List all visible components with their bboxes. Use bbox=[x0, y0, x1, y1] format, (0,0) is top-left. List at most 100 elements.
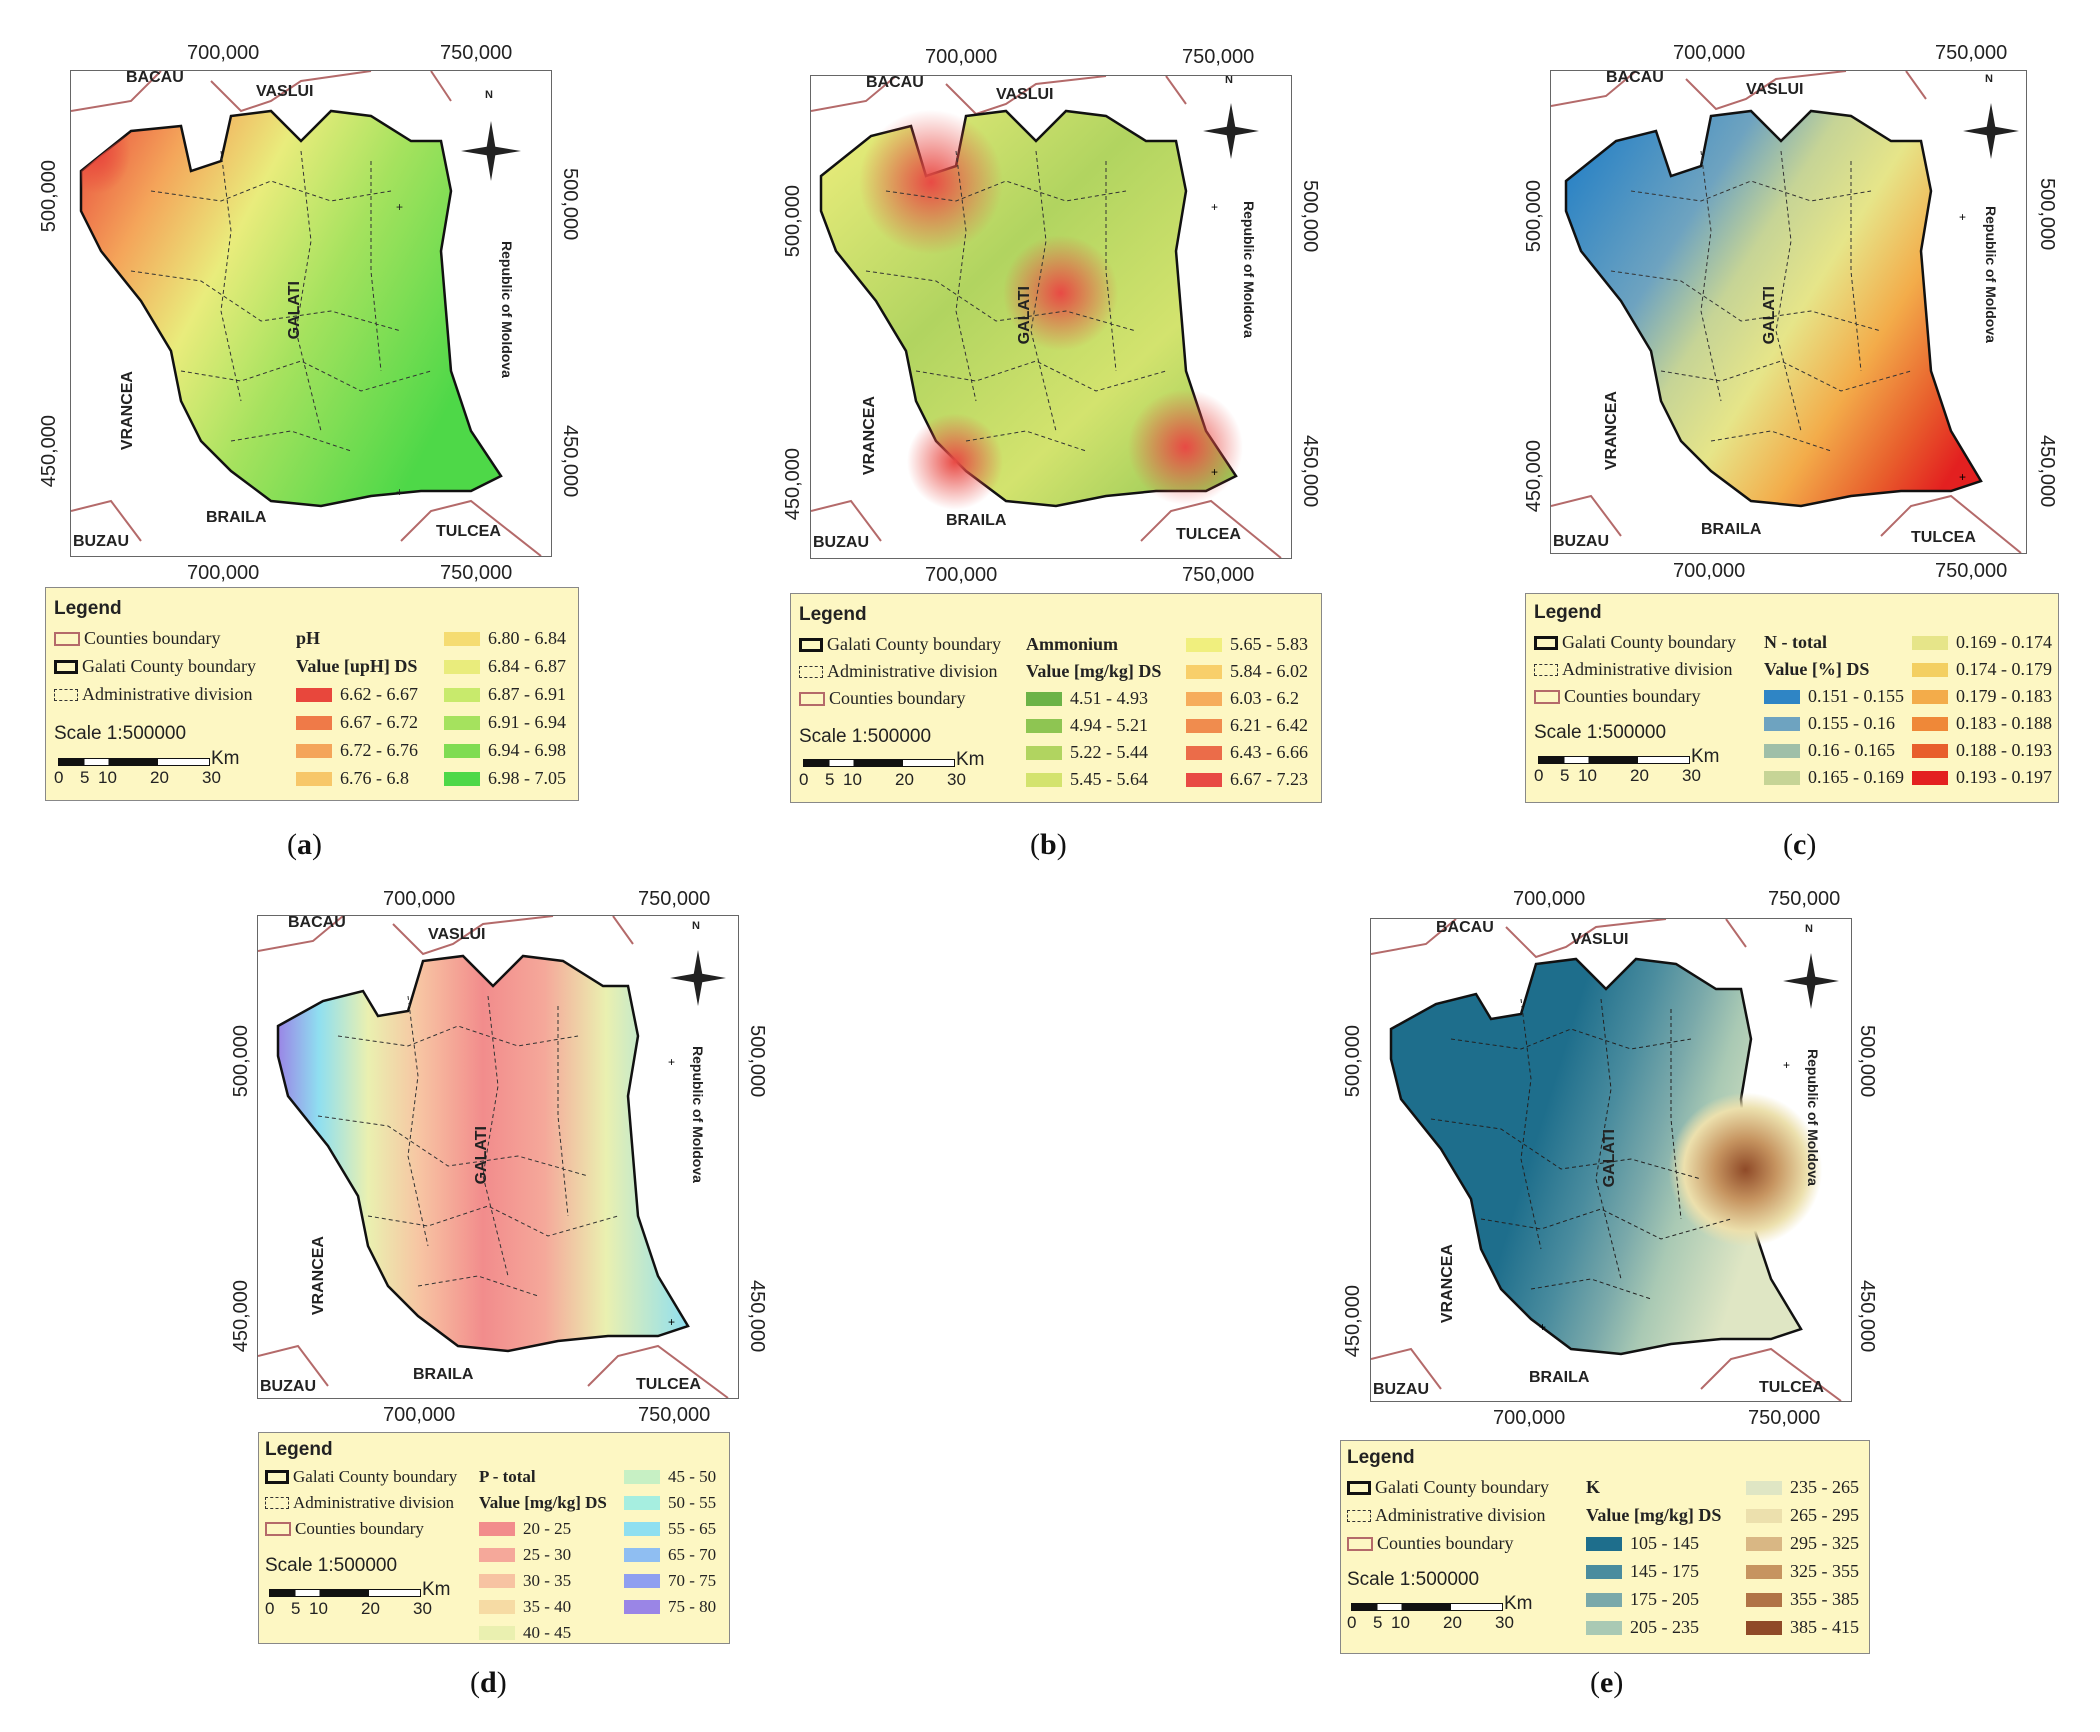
legend-color-swatch bbox=[1026, 772, 1062, 787]
legend-class-item: 235 - 265 bbox=[1746, 1477, 1859, 1498]
legend-color-swatch bbox=[1912, 770, 1948, 785]
label-galati: GALATI bbox=[1016, 286, 1033, 345]
svg-text:+: + bbox=[1959, 470, 1966, 484]
tick-y-left-450000: 450,000 bbox=[38, 415, 60, 488]
legend-class-range: 6.43 - 6.66 bbox=[1230, 742, 1308, 762]
legend-title: Legend bbox=[1534, 602, 1602, 623]
label-vrancea: VRANCEA bbox=[861, 396, 878, 476]
tick-y-left-450000: 450,000 bbox=[230, 1280, 252, 1353]
label-vaslui: VASLUI bbox=[256, 83, 314, 100]
label-galati: GALATI bbox=[286, 281, 303, 340]
label-tulcea: TULCEA bbox=[1759, 1379, 1824, 1396]
legend-class-item: 75 - 80 bbox=[624, 1597, 716, 1617]
label-moldova: Republic of Moldova bbox=[1805, 1049, 1821, 1186]
legend-class-item: 4.94 - 5.21 bbox=[1026, 715, 1148, 736]
legend-color-swatch bbox=[1186, 772, 1222, 787]
legend-color-swatch bbox=[444, 715, 480, 730]
svg-text:+: + bbox=[668, 1055, 675, 1069]
legend-class-item: 0.183 - 0.188 bbox=[1912, 713, 2052, 734]
tick-y-right-500000: 500,000 bbox=[746, 1025, 768, 1098]
scale-tick-20: 20 bbox=[150, 768, 169, 787]
legend-class-item: 45 - 50 bbox=[624, 1467, 716, 1487]
legend-galati-boundary: Galati County boundary bbox=[1534, 632, 1736, 653]
legend-class-item: 385 - 415 bbox=[1746, 1617, 1859, 1638]
svg-text:+: + bbox=[1211, 200, 1218, 214]
legend-color-swatch bbox=[1026, 691, 1062, 706]
caption-a: (a) bbox=[287, 828, 322, 861]
legend-galati-boundary: Galati County boundary bbox=[799, 634, 1001, 655]
legend-class-item: 0.169 - 0.174 bbox=[1912, 632, 2052, 653]
tick-y-right-450000: 450,000 bbox=[1299, 435, 1321, 508]
legend-class-range: 6.91 - 6.94 bbox=[488, 712, 566, 732]
legend-class-range: 325 - 355 bbox=[1790, 1561, 1859, 1581]
legend-color-swatch bbox=[296, 743, 332, 758]
tick-x-bottom-700000: 700,000 bbox=[187, 562, 260, 584]
label-braila: BRAILA bbox=[1701, 521, 1762, 538]
legend-class-item: 6.72 - 6.76 bbox=[296, 740, 418, 761]
label-bacau: BACAU bbox=[1606, 70, 1664, 86]
label-buzau: BUZAU bbox=[73, 533, 129, 550]
tick-x-top-750000: 750,000 bbox=[1935, 42, 2008, 64]
legend-class-range: 0.155 - 0.16 bbox=[1808, 713, 1895, 733]
legend-galati-boundary: Galati County boundary bbox=[1347, 1477, 1549, 1498]
scale-tick-10: 10 bbox=[309, 1599, 328, 1618]
legend-color-swatch bbox=[624, 1600, 660, 1614]
legend-class-item: 6.84 - 6.87 bbox=[444, 656, 566, 677]
legend-color-swatch bbox=[624, 1496, 660, 1510]
legend-color-swatch bbox=[296, 715, 332, 730]
tick-x-top-700000: 700,000 bbox=[187, 42, 260, 64]
legend-value-label: Value [mg/kg] DS bbox=[1586, 1505, 1722, 1525]
legend-color-swatch bbox=[624, 1574, 660, 1588]
scale-tick-0: 0 bbox=[1347, 1613, 1357, 1632]
scale-tick-10: 10 bbox=[843, 770, 862, 789]
legend-class-range: 6.94 - 6.98 bbox=[488, 740, 566, 760]
legend-counties-boundary: Counties boundary bbox=[1347, 1533, 1514, 1554]
legend-class-item: 4.51 - 4.93 bbox=[1026, 688, 1148, 709]
legend-class-item: 50 - 55 bbox=[624, 1493, 716, 1513]
legend-class-item: 6.98 - 7.05 bbox=[444, 768, 566, 789]
label-vrancea: VRANCEA bbox=[1603, 391, 1620, 471]
legend-color-swatch bbox=[296, 687, 332, 702]
scale-label: Scale 1:500000 bbox=[265, 1555, 398, 1576]
legend-class-range: 40 - 45 bbox=[523, 1623, 572, 1642]
legend-variable: N - total bbox=[1764, 632, 1827, 652]
svg-text:+: + bbox=[1783, 1058, 1790, 1072]
legend-color-swatch bbox=[1746, 1620, 1782, 1635]
scale-bar bbox=[58, 758, 210, 766]
legend-class-range: 35 - 40 bbox=[523, 1597, 572, 1616]
caption-c: (c) bbox=[1783, 828, 1817, 861]
legend-galati-boundary: Galati County boundary bbox=[265, 1467, 457, 1487]
legend-color-swatch bbox=[444, 743, 480, 758]
legend-class-item: 0.179 - 0.183 bbox=[1912, 686, 2052, 707]
legend-admin-division: Administrative division bbox=[1347, 1505, 1546, 1526]
legend-class-range: 0.179 - 0.183 bbox=[1956, 686, 2052, 706]
legend-class-range: 205 - 235 bbox=[1630, 1617, 1699, 1637]
caption-b: (b) bbox=[1030, 828, 1067, 861]
tick-x-bottom-750000: 750,000 bbox=[1935, 560, 2008, 582]
legend-color-swatch bbox=[1186, 691, 1222, 706]
tick-y-left-500000: 500,000 bbox=[1523, 180, 1545, 253]
scale-tick-30: 30 bbox=[202, 768, 221, 787]
legend-color-swatch bbox=[1746, 1508, 1782, 1523]
legend-color-swatch bbox=[1746, 1480, 1782, 1495]
scale-tick-5: 5 bbox=[291, 1599, 301, 1618]
galati-county-shape bbox=[79, 109, 503, 508]
map-frame: + + BACAU VASLUI N VRANCEA GALATI Republ… bbox=[1550, 70, 2027, 554]
legend-value-label: Value [mg/kg] DS bbox=[479, 1493, 607, 1512]
label-bacau: BACAU bbox=[866, 75, 924, 91]
legend-class-range: 6.21 - 6.42 bbox=[1230, 715, 1308, 735]
tick-x-bottom-750000: 750,000 bbox=[440, 562, 513, 584]
legend-e: Legend Galati County boundary Administra… bbox=[1340, 1440, 1870, 1654]
caption-e: (e) bbox=[1590, 1666, 1624, 1699]
legend-counties-boundary: Counties boundary bbox=[1534, 686, 1701, 707]
legend-variable: K bbox=[1586, 1477, 1601, 1497]
label-moldova: Republic of Moldova bbox=[499, 241, 515, 378]
legend-a: Legend Counties boundary Galati County b… bbox=[45, 587, 579, 801]
map-n-total: + + bbox=[1551, 71, 2022, 553]
legend-class-item: 6.80 - 6.84 bbox=[444, 628, 566, 649]
map-frame: + + BACAU VASLUI N VRANCEA GALATI Republ… bbox=[1370, 918, 1852, 1402]
scale-tick-30: 30 bbox=[1682, 766, 1701, 785]
legend-class-range: 6.98 - 7.05 bbox=[488, 768, 566, 788]
legend-class-range: 0.188 - 0.193 bbox=[1956, 740, 2052, 760]
svg-text:+: + bbox=[668, 1315, 675, 1329]
